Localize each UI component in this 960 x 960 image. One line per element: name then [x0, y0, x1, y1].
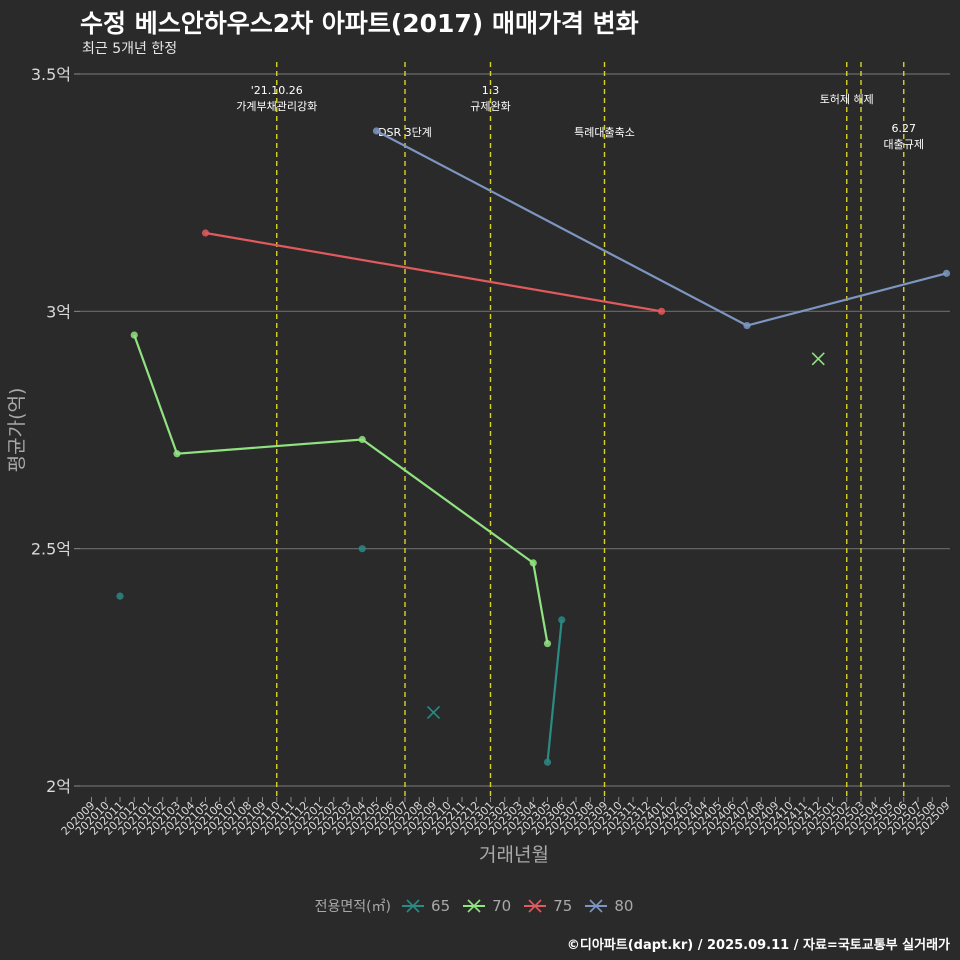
cross-stroke [811, 352, 825, 366]
legend-label: 80 [614, 897, 634, 915]
event-label: 특례대출축소 [574, 126, 635, 139]
data-point-75 [201, 229, 210, 237]
legend: 전용면적(㎡) 65 70 75 80 [0, 896, 960, 916]
source-caption: ©디아파트(dapt.kr) / 2025.09.11 / 자료=국토교통부 실… [566, 938, 950, 953]
event-label: 대출규제 [884, 138, 924, 151]
y-tick-label: 2.5억 [31, 540, 71, 559]
legend-title: 전용면적(㎡) [314, 899, 392, 915]
legend-label: 65 [431, 897, 451, 915]
legend-key-icon [402, 899, 425, 913]
data-point-80 [942, 269, 951, 277]
chart-title: 수정 베스안하우스2차 아파트(2017) 매매가격 변화 [80, 9, 639, 38]
data-point-70 [358, 435, 366, 444]
y-tick-label: 2억 [46, 777, 71, 796]
data-point-70 [529, 559, 537, 567]
legend-label: 70 [492, 897, 512, 915]
event-label: '21.10.26 [251, 84, 303, 97]
legend-label: 75 [553, 897, 573, 915]
event-label: DSR 3단계 [378, 126, 432, 139]
y-tick-label: 3.5억 [31, 65, 71, 84]
y-tick-label: 3억 [46, 302, 71, 321]
x-axis-ticks: 2020092020102020112020122021012021022021… [59, 797, 953, 838]
grid-lines [80, 73, 950, 787]
data-point-75 [657, 307, 666, 315]
cross-marker-70 [811, 352, 825, 366]
data-point-70 [543, 640, 552, 648]
data-point-65 [358, 545, 366, 553]
legend-item-80: 80 [584, 897, 633, 915]
cross-stroke [426, 705, 441, 719]
event-label: 토허제 해제 [820, 92, 874, 106]
y-axis-ticks: 2억 2.5억 3억 3.5억 [31, 65, 80, 796]
data-point-65 [116, 592, 124, 600]
series-line-75 [205, 231, 662, 313]
legend-key-icon [463, 899, 486, 913]
legend-key-icon [585, 899, 608, 913]
event-label: 6.27 [892, 122, 917, 135]
data-point-80 [372, 127, 381, 135]
data-series [116, 127, 951, 766]
legend-item-70: 70 [462, 897, 511, 915]
event-label: 가계부채관리강화 [236, 100, 317, 113]
series-line-70 [133, 334, 549, 644]
event-label: 1.3 [482, 84, 500, 97]
data-point-70 [130, 331, 138, 339]
y-axis-label: 평균가(억) [6, 388, 28, 473]
legend-item-65: 65 [401, 897, 450, 915]
data-point-65 [558, 616, 566, 624]
event-label: 규제완화 [470, 100, 510, 113]
chart-subtitle: 최근 5개년 한정 [82, 41, 178, 57]
x-axis-label: 거래년월 [479, 844, 549, 866]
data-point-65 [543, 758, 552, 766]
data-point-80 [743, 321, 751, 330]
data-point-70 [173, 450, 181, 458]
legend-key-icon [524, 899, 547, 913]
cross-marker-65 [426, 705, 441, 719]
legend-item-75: 75 [523, 897, 572, 915]
series-line-65 [546, 619, 563, 763]
